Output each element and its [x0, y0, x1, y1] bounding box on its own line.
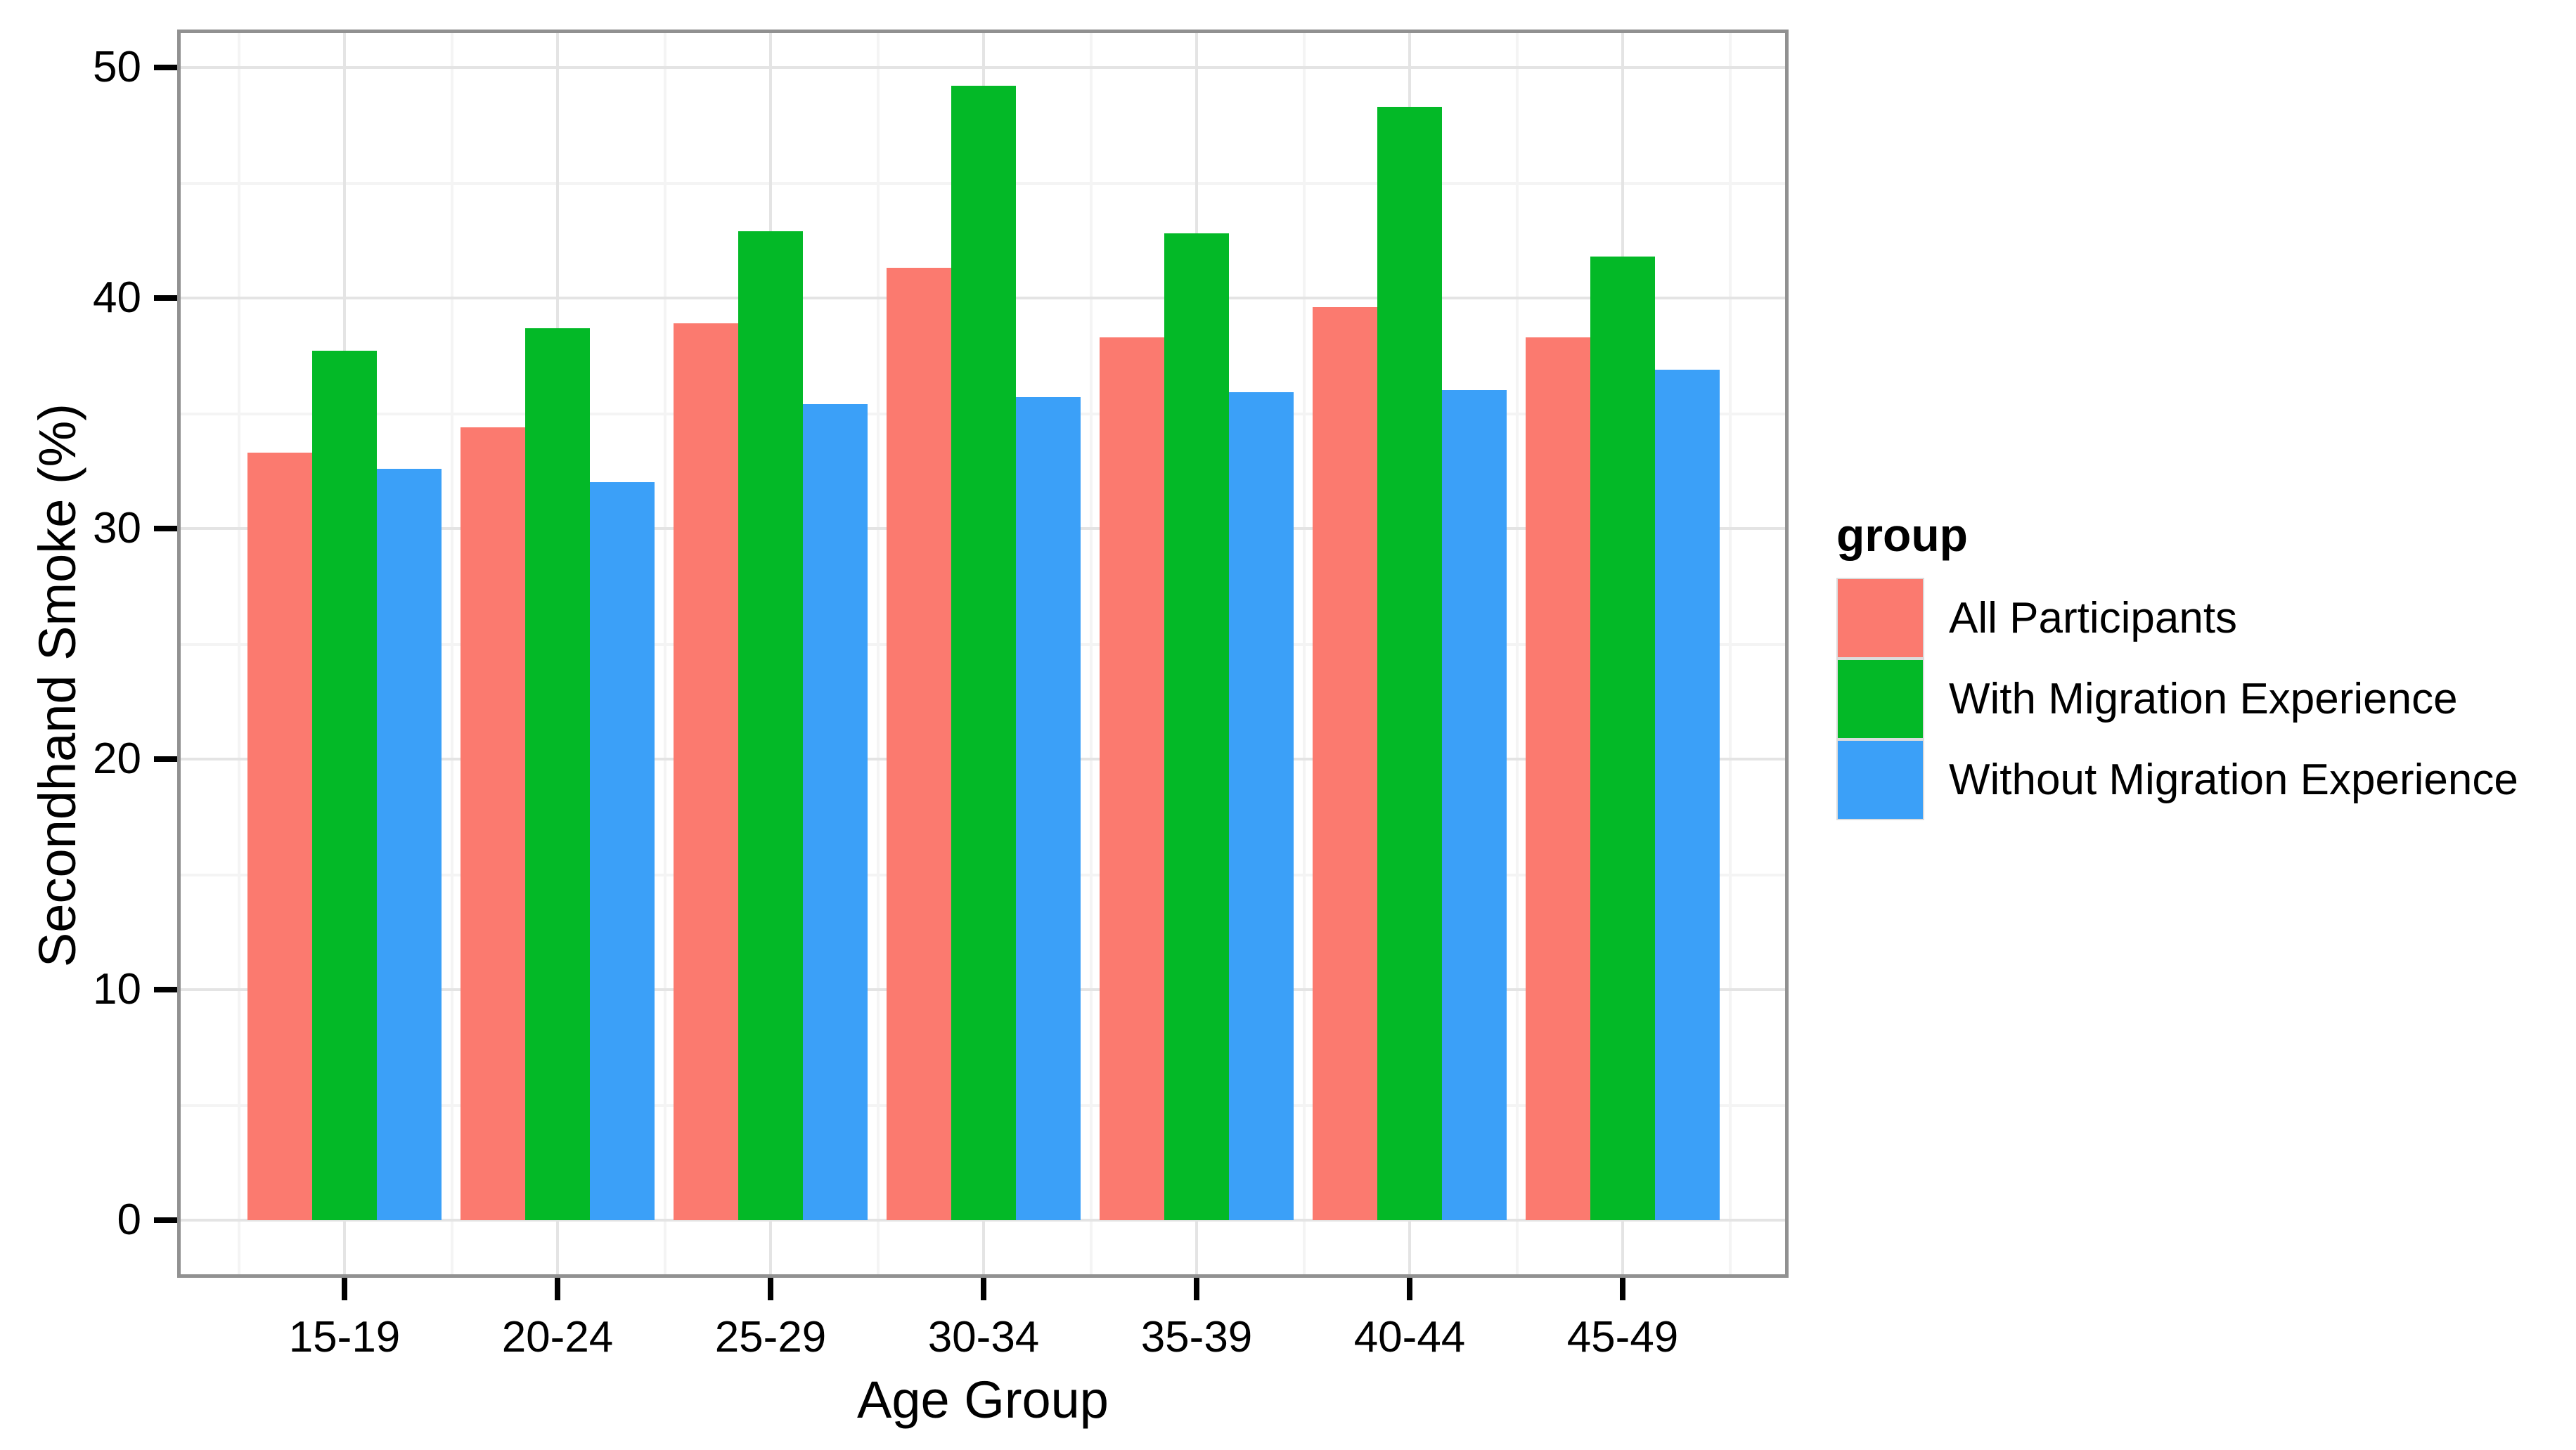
gridline-minor-vertical	[663, 33, 666, 1274]
x-tick-mark	[981, 1278, 986, 1300]
plot-panel	[177, 30, 1789, 1278]
y-tick-mark	[154, 987, 177, 992]
x-tick-mark	[1620, 1278, 1625, 1300]
x-axis-title: Age Group	[857, 1371, 1109, 1429]
bar-all-participants	[247, 452, 312, 1220]
bar-with-migration-experience	[1590, 256, 1655, 1220]
bar-without-migration-experience	[1229, 392, 1294, 1220]
x-tick-label: 25-29	[714, 1313, 827, 1361]
x-tick-mark	[555, 1278, 560, 1300]
bar-without-migration-experience	[377, 468, 442, 1220]
x-tick-mark	[1194, 1278, 1199, 1300]
legend-item: Without Migration Experience	[1836, 739, 2518, 820]
gridline-minor-vertical	[1515, 33, 1519, 1274]
bar-with-migration-experience	[1164, 233, 1229, 1220]
bar-with-migration-experience	[525, 328, 590, 1220]
bar-without-migration-experience	[590, 482, 655, 1220]
x-tick-label: 35-39	[1140, 1313, 1253, 1361]
y-tick-mark	[154, 1217, 177, 1223]
y-tick-label: 30	[93, 504, 141, 552]
gridline-minor-vertical	[237, 33, 240, 1274]
y-axis-title: Secondhand Smoke (%)	[28, 403, 86, 968]
gridline-minor-vertical	[1302, 33, 1306, 1274]
bar-without-migration-experience	[803, 403, 868, 1220]
y-tick-mark	[154, 295, 177, 301]
bar-all-participants	[461, 427, 525, 1220]
legend-item: All Participants	[1836, 578, 2237, 659]
legend-items: All Participants With Migration Experienc…	[1836, 578, 2518, 820]
x-tick-mark	[768, 1278, 773, 1300]
bar-with-migration-experience	[738, 231, 803, 1220]
legend-item-label: With Migration Experience	[1949, 674, 2458, 723]
bar-without-migration-experience	[1442, 390, 1507, 1220]
y-tick-label: 0	[117, 1196, 141, 1244]
x-tick-label: 15-19	[288, 1313, 401, 1361]
legend-key-swatch	[1836, 739, 1924, 820]
bar-all-participants	[1526, 337, 1590, 1220]
bar-with-migration-experience	[1377, 106, 1442, 1220]
legend-key-swatch	[1836, 659, 1924, 739]
x-tick-label: 45-49	[1566, 1313, 1679, 1361]
bar-all-participants	[1100, 337, 1164, 1220]
gridline-minor-vertical	[1089, 33, 1093, 1274]
y-tick-mark	[154, 526, 177, 531]
y-tick-mark	[154, 756, 177, 762]
x-tick-mark	[1407, 1278, 1412, 1300]
bar-all-participants	[1313, 307, 1377, 1220]
x-tick-label: 40-44	[1353, 1313, 1466, 1361]
y-tick-label: 50	[93, 43, 141, 91]
bar-all-participants	[674, 323, 738, 1220]
x-tick-label: 30-34	[927, 1313, 1040, 1361]
y-tick-mark	[154, 65, 177, 70]
x-tick-label: 20-24	[501, 1313, 614, 1361]
gridline-minor-vertical	[876, 33, 880, 1274]
legend-key-swatch	[1836, 578, 1924, 659]
gridline-minor-vertical	[450, 33, 453, 1274]
y-tick-label: 20	[93, 734, 141, 783]
bar-with-migration-experience	[951, 86, 1016, 1220]
bar-without-migration-experience	[1655, 369, 1720, 1220]
y-tick-label: 10	[93, 965, 141, 1014]
y-tick-label: 40	[93, 273, 141, 322]
legend-item-label: All Participants	[1949, 593, 2238, 642]
gridline-minor-vertical	[1728, 33, 1732, 1274]
legend-item: With Migration Experience	[1836, 659, 2458, 739]
x-tick-mark	[342, 1278, 347, 1300]
legend: group All Participants With Migration Exp…	[1836, 509, 2518, 820]
bar-without-migration-experience	[1016, 397, 1081, 1220]
legend-title: group	[1836, 509, 1968, 561]
legend-item-label: Without Migration Experience	[1949, 755, 2518, 804]
bar-with-migration-experience	[312, 351, 377, 1220]
bar-all-participants	[887, 268, 951, 1220]
